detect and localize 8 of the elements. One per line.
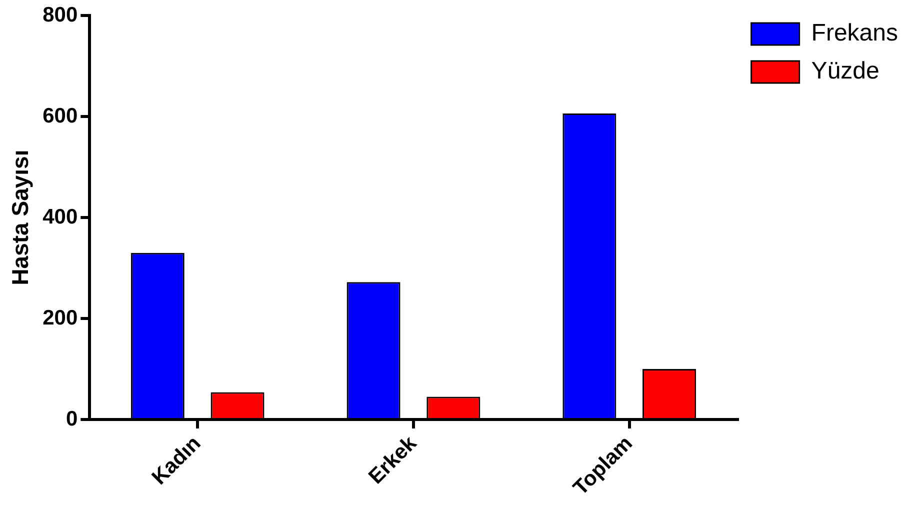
y-tick-label: 800 [42, 3, 78, 26]
legend-label: Frekans [811, 20, 898, 47]
legend-label: Yüzde [811, 58, 880, 85]
y-tick-label: 400 [42, 205, 78, 228]
y-tick-label: 200 [42, 306, 78, 330]
y-tick-label: 0 [66, 407, 78, 430]
y-axis-title: Hasta Sayısı [7, 150, 34, 286]
y-tick-label: 600 [42, 104, 78, 128]
